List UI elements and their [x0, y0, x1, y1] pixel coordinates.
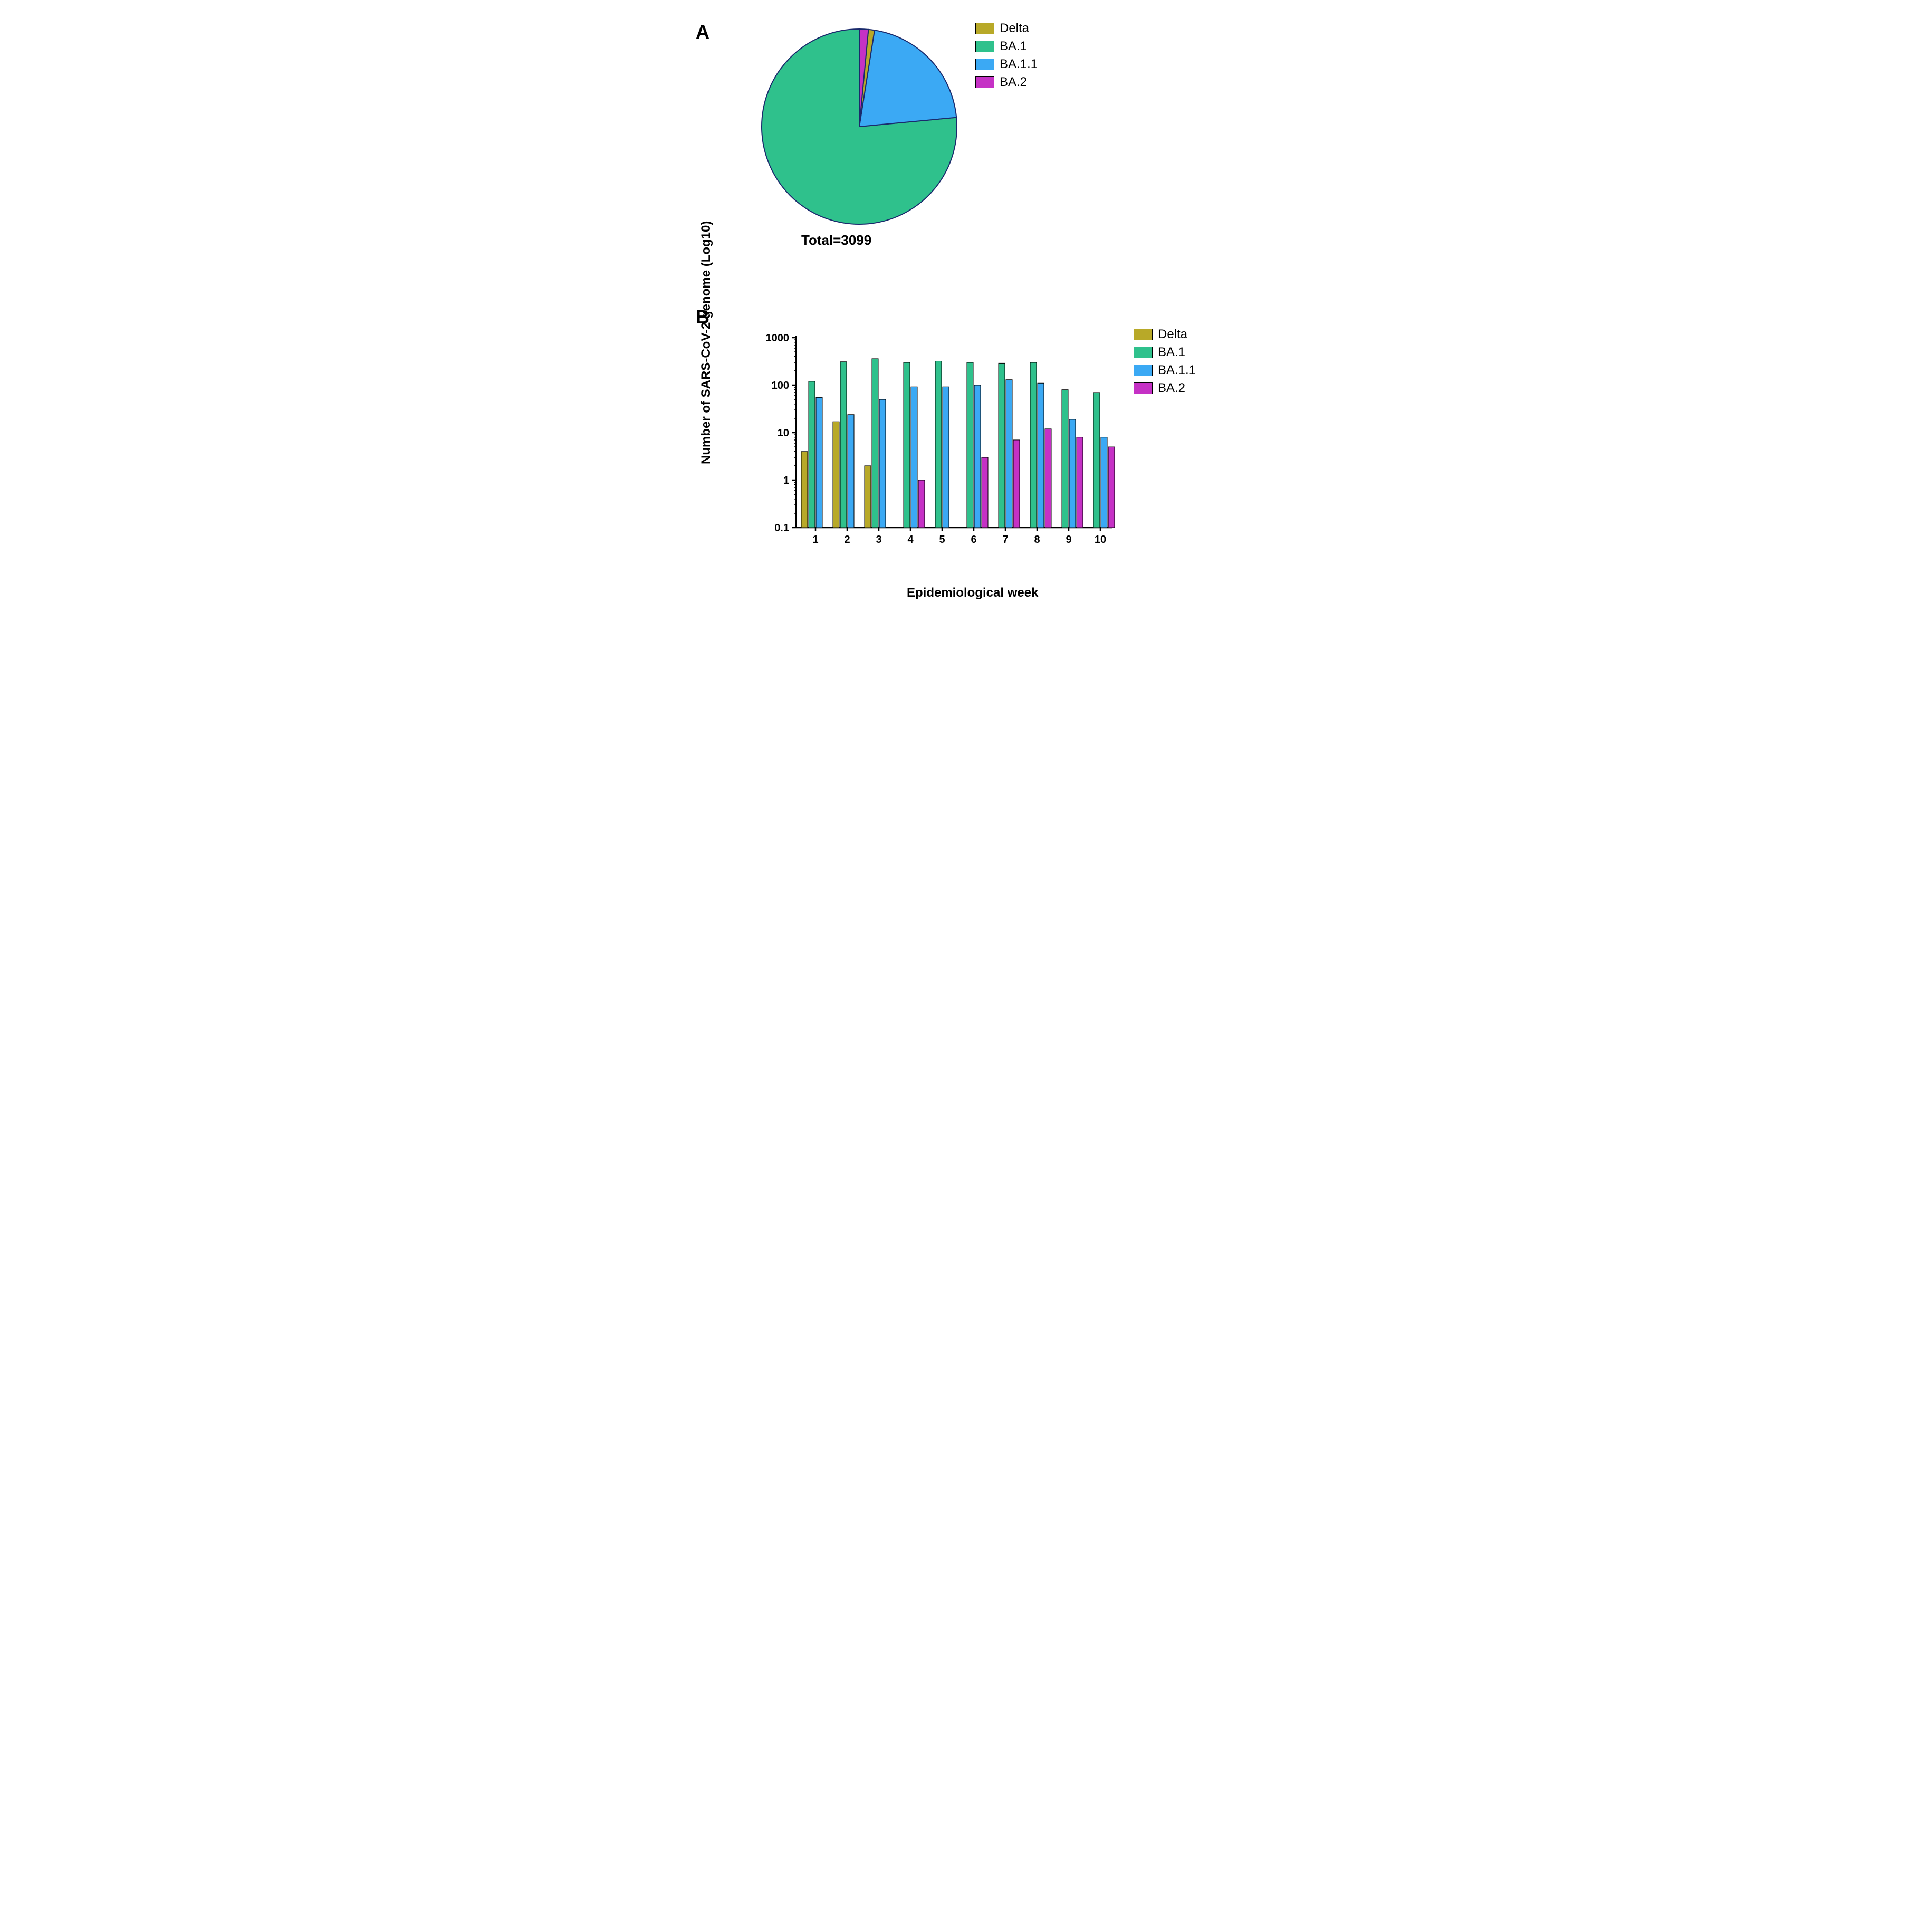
- bar: [816, 397, 822, 528]
- panel-b: B Number of SARS-CoV-2 genome (Log10) 0.…: [696, 306, 1223, 623]
- bar: [865, 466, 871, 528]
- bar: [904, 362, 910, 528]
- bar: [1101, 437, 1107, 528]
- x-tick-label: 7: [1002, 534, 1008, 546]
- bar: [918, 480, 925, 528]
- bar: [1013, 440, 1020, 528]
- bar-chart: 0.1 1 10 100 1000 1 2 3 4 5 6 7 8 9 10: [759, 327, 1118, 557]
- x-tick-label: 1: [812, 534, 818, 546]
- y-tick-label: 1: [783, 475, 789, 486]
- legend-swatch: [1134, 382, 1153, 394]
- bar: [879, 399, 886, 528]
- x-tick-label: 10: [1095, 534, 1106, 546]
- bar: [974, 385, 981, 528]
- legend-swatch: [975, 59, 994, 70]
- x-tick-label: 8: [1034, 534, 1040, 546]
- bar: [967, 362, 973, 528]
- bar: [982, 457, 988, 528]
- x-tick-label: 3: [876, 534, 881, 546]
- x-tick-label: 4: [907, 534, 914, 546]
- legend-swatch: [975, 76, 994, 88]
- bar-svg: 0.1 1 10 100 1000 1 2 3 4 5 6 7 8 9 10: [759, 327, 1118, 554]
- bar: [1030, 362, 1037, 528]
- pie-slice: [859, 30, 956, 127]
- legend-swatch: [975, 23, 994, 34]
- panel-a: A Total=3099 DeltaBA.1BA.1.1BA.2: [696, 21, 1223, 274]
- bar: [1045, 429, 1051, 528]
- bar: [943, 387, 949, 528]
- legend-item: BA.2: [1134, 381, 1196, 396]
- bar: [1038, 383, 1044, 528]
- legend-label: BA.1: [1000, 39, 1027, 54]
- legend-label: Delta: [1000, 21, 1029, 36]
- x-axis-label: Epidemiological week: [907, 586, 1038, 600]
- y-tick-label: 10: [778, 427, 789, 439]
- bar: [1077, 437, 1083, 528]
- panel-b-legend: Delta BA.1 BA.1.1 BA.2: [1134, 327, 1196, 399]
- panel-b-label: B: [696, 306, 1223, 328]
- bar: [999, 363, 1005, 528]
- bar: [809, 381, 815, 528]
- pie-chart: [759, 26, 959, 229]
- bar: [848, 415, 854, 528]
- legend-label: BA.1: [1158, 345, 1185, 360]
- legend-swatch: [1134, 347, 1153, 358]
- y-axis-label: Number of SARS-CoV-2 genome (Log10): [699, 221, 714, 464]
- bar: [1006, 380, 1012, 528]
- bar: [1108, 447, 1115, 528]
- pie-svg: [759, 26, 959, 227]
- bar: [840, 362, 847, 528]
- legend-item: BA.2: [975, 75, 1038, 90]
- legend-label: BA.1.1: [1158, 363, 1196, 378]
- legend-item: BA.1: [1134, 345, 1196, 360]
- legend-item: Delta: [1134, 327, 1196, 342]
- legend-item: BA.1: [975, 39, 1038, 54]
- x-tick-label: 5: [939, 534, 945, 546]
- legend-item: BA.1.1: [1134, 363, 1196, 378]
- x-tick-label: 2: [844, 534, 850, 546]
- legend-swatch: [1134, 329, 1153, 340]
- legend-swatch: [1134, 365, 1153, 376]
- x-tick-label: 9: [1066, 534, 1071, 546]
- bar: [1062, 390, 1068, 528]
- legend-label: BA.2: [1000, 75, 1027, 90]
- bar: [1069, 419, 1076, 528]
- legend-label: BA.2: [1158, 381, 1185, 396]
- legend-item: BA.1.1: [975, 57, 1038, 72]
- pie-total-label: Total=3099: [801, 232, 871, 248]
- bar: [801, 452, 808, 528]
- y-tick-label: 1000: [766, 332, 790, 344]
- legend-swatch: [975, 41, 994, 52]
- legend-label: BA.1.1: [1000, 57, 1038, 72]
- y-tick-label: 100: [772, 380, 789, 391]
- bar: [833, 422, 839, 528]
- x-tick-label: 6: [971, 534, 976, 546]
- bar: [935, 361, 942, 528]
- panel-a-legend: Delta BA.1 BA.1.1 BA.2: [975, 21, 1038, 93]
- bar: [911, 387, 917, 528]
- y-tick-label: 0.1: [774, 522, 789, 534]
- figure: A Total=3099 DeltaBA.1BA.1.1BA.2 B Numbe…: [696, 21, 1223, 623]
- legend-item: Delta: [975, 21, 1038, 36]
- bar: [1093, 393, 1100, 528]
- bar: [872, 359, 878, 528]
- legend-label: Delta: [1158, 327, 1187, 342]
